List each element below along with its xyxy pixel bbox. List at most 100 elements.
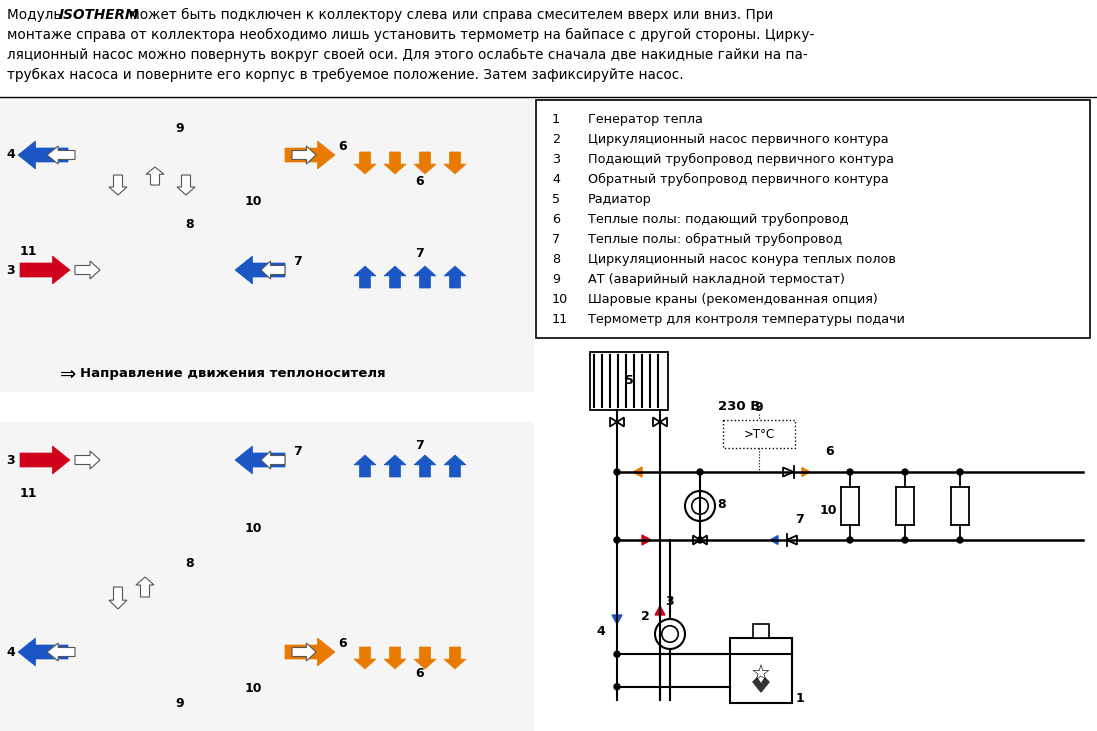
Polygon shape <box>109 587 127 609</box>
Polygon shape <box>18 638 68 666</box>
Bar <box>730 638 792 703</box>
Text: 9: 9 <box>176 122 183 135</box>
Polygon shape <box>261 451 285 469</box>
Text: может быть подключен к коллектору слева или справа смесителем вверх или вниз. Пр: может быть подключен к коллектору слева … <box>125 8 773 22</box>
Text: трубках насоса и поверните его корпус в требуемое положение. Затем зафиксируйте : трубках насоса и поверните его корпус в … <box>7 68 683 82</box>
Bar <box>536 100 1090 338</box>
Polygon shape <box>109 175 127 195</box>
Text: Радиатор: Радиатор <box>588 193 652 206</box>
Text: Обратный трубопровод первичного контура: Обратный трубопровод первичного контура <box>588 173 889 186</box>
Polygon shape <box>414 152 436 174</box>
Text: 11: 11 <box>552 313 568 326</box>
Bar <box>0 97 534 392</box>
Polygon shape <box>285 141 335 169</box>
Polygon shape <box>354 266 376 288</box>
Text: Теплые полы: подающий трубопровод: Теплые полы: подающий трубопровод <box>588 213 848 226</box>
Polygon shape <box>177 175 195 195</box>
Text: 6: 6 <box>338 637 347 650</box>
Polygon shape <box>444 152 466 174</box>
Circle shape <box>902 537 908 543</box>
Text: АТ (аварийный накладной термостат): АТ (аварийный накладной термостат) <box>588 273 845 286</box>
Text: 7: 7 <box>795 513 804 526</box>
Text: 3: 3 <box>5 263 14 276</box>
Polygon shape <box>655 606 665 615</box>
Polygon shape <box>770 536 778 545</box>
Circle shape <box>847 469 853 475</box>
Text: Генератор тепла: Генератор тепла <box>588 113 703 126</box>
Text: 7: 7 <box>293 445 302 458</box>
Text: 7: 7 <box>415 247 423 260</box>
Text: 8: 8 <box>717 498 725 510</box>
Text: 9: 9 <box>755 401 764 414</box>
Text: >T°C: >T°C <box>744 428 774 441</box>
Text: 2: 2 <box>642 610 651 623</box>
Polygon shape <box>414 455 436 477</box>
Text: 10: 10 <box>245 682 262 695</box>
Polygon shape <box>633 467 642 477</box>
Circle shape <box>614 537 620 543</box>
Text: 9: 9 <box>176 697 183 710</box>
Polygon shape <box>384 152 406 174</box>
Text: 1: 1 <box>796 692 805 705</box>
Polygon shape <box>693 535 706 545</box>
Polygon shape <box>783 467 793 477</box>
Text: 1: 1 <box>552 113 561 126</box>
Polygon shape <box>18 141 68 169</box>
Text: 5: 5 <box>552 193 561 206</box>
Circle shape <box>614 651 620 657</box>
Polygon shape <box>354 647 376 669</box>
Text: Направление движения теплоносителя: Направление движения теплоносителя <box>80 368 386 381</box>
Polygon shape <box>414 266 436 288</box>
Circle shape <box>847 537 853 543</box>
Text: Теплые полы: обратный трубопровод: Теплые полы: обратный трубопровод <box>588 233 842 246</box>
Text: Шаровые краны (рекомендованная опция): Шаровые краны (рекомендованная опция) <box>588 293 878 306</box>
Text: 7: 7 <box>293 255 302 268</box>
Circle shape <box>957 537 963 543</box>
Polygon shape <box>354 152 376 174</box>
Polygon shape <box>384 455 406 477</box>
Text: 7: 7 <box>415 439 423 452</box>
Circle shape <box>902 469 908 475</box>
Bar <box>0 422 534 731</box>
Text: 4: 4 <box>597 625 606 638</box>
Text: 8: 8 <box>552 253 561 266</box>
Circle shape <box>697 469 703 475</box>
Text: 5: 5 <box>624 374 633 387</box>
Text: 11: 11 <box>20 487 37 500</box>
Text: 11: 11 <box>20 245 37 258</box>
Text: 2: 2 <box>552 133 559 146</box>
Polygon shape <box>285 638 335 666</box>
Polygon shape <box>47 146 75 164</box>
Circle shape <box>957 469 963 475</box>
Text: 6: 6 <box>415 667 423 680</box>
Polygon shape <box>261 261 285 279</box>
Text: 10: 10 <box>245 195 262 208</box>
Text: 3: 3 <box>5 453 14 466</box>
Polygon shape <box>802 468 810 477</box>
Polygon shape <box>136 577 154 597</box>
Polygon shape <box>414 647 436 669</box>
Polygon shape <box>653 417 667 427</box>
Polygon shape <box>75 451 100 469</box>
Polygon shape <box>47 643 75 661</box>
Text: 8: 8 <box>185 557 194 570</box>
Text: ☆: ☆ <box>751 665 771 685</box>
Text: 10: 10 <box>245 522 262 535</box>
Text: 7: 7 <box>552 233 561 246</box>
Text: ⇒: ⇒ <box>60 365 77 384</box>
Polygon shape <box>235 256 285 284</box>
Polygon shape <box>20 256 70 284</box>
Polygon shape <box>642 535 651 545</box>
Text: 4: 4 <box>552 173 559 186</box>
Text: 6: 6 <box>552 213 559 226</box>
Text: 4: 4 <box>5 148 14 162</box>
Text: 10: 10 <box>552 293 568 306</box>
Circle shape <box>614 469 620 475</box>
Polygon shape <box>384 647 406 669</box>
Polygon shape <box>292 146 316 164</box>
Polygon shape <box>787 535 798 545</box>
Text: ISOTHERM: ISOTHERM <box>59 8 139 22</box>
Bar <box>753 624 769 638</box>
Text: 6: 6 <box>415 175 423 188</box>
Polygon shape <box>292 643 316 661</box>
